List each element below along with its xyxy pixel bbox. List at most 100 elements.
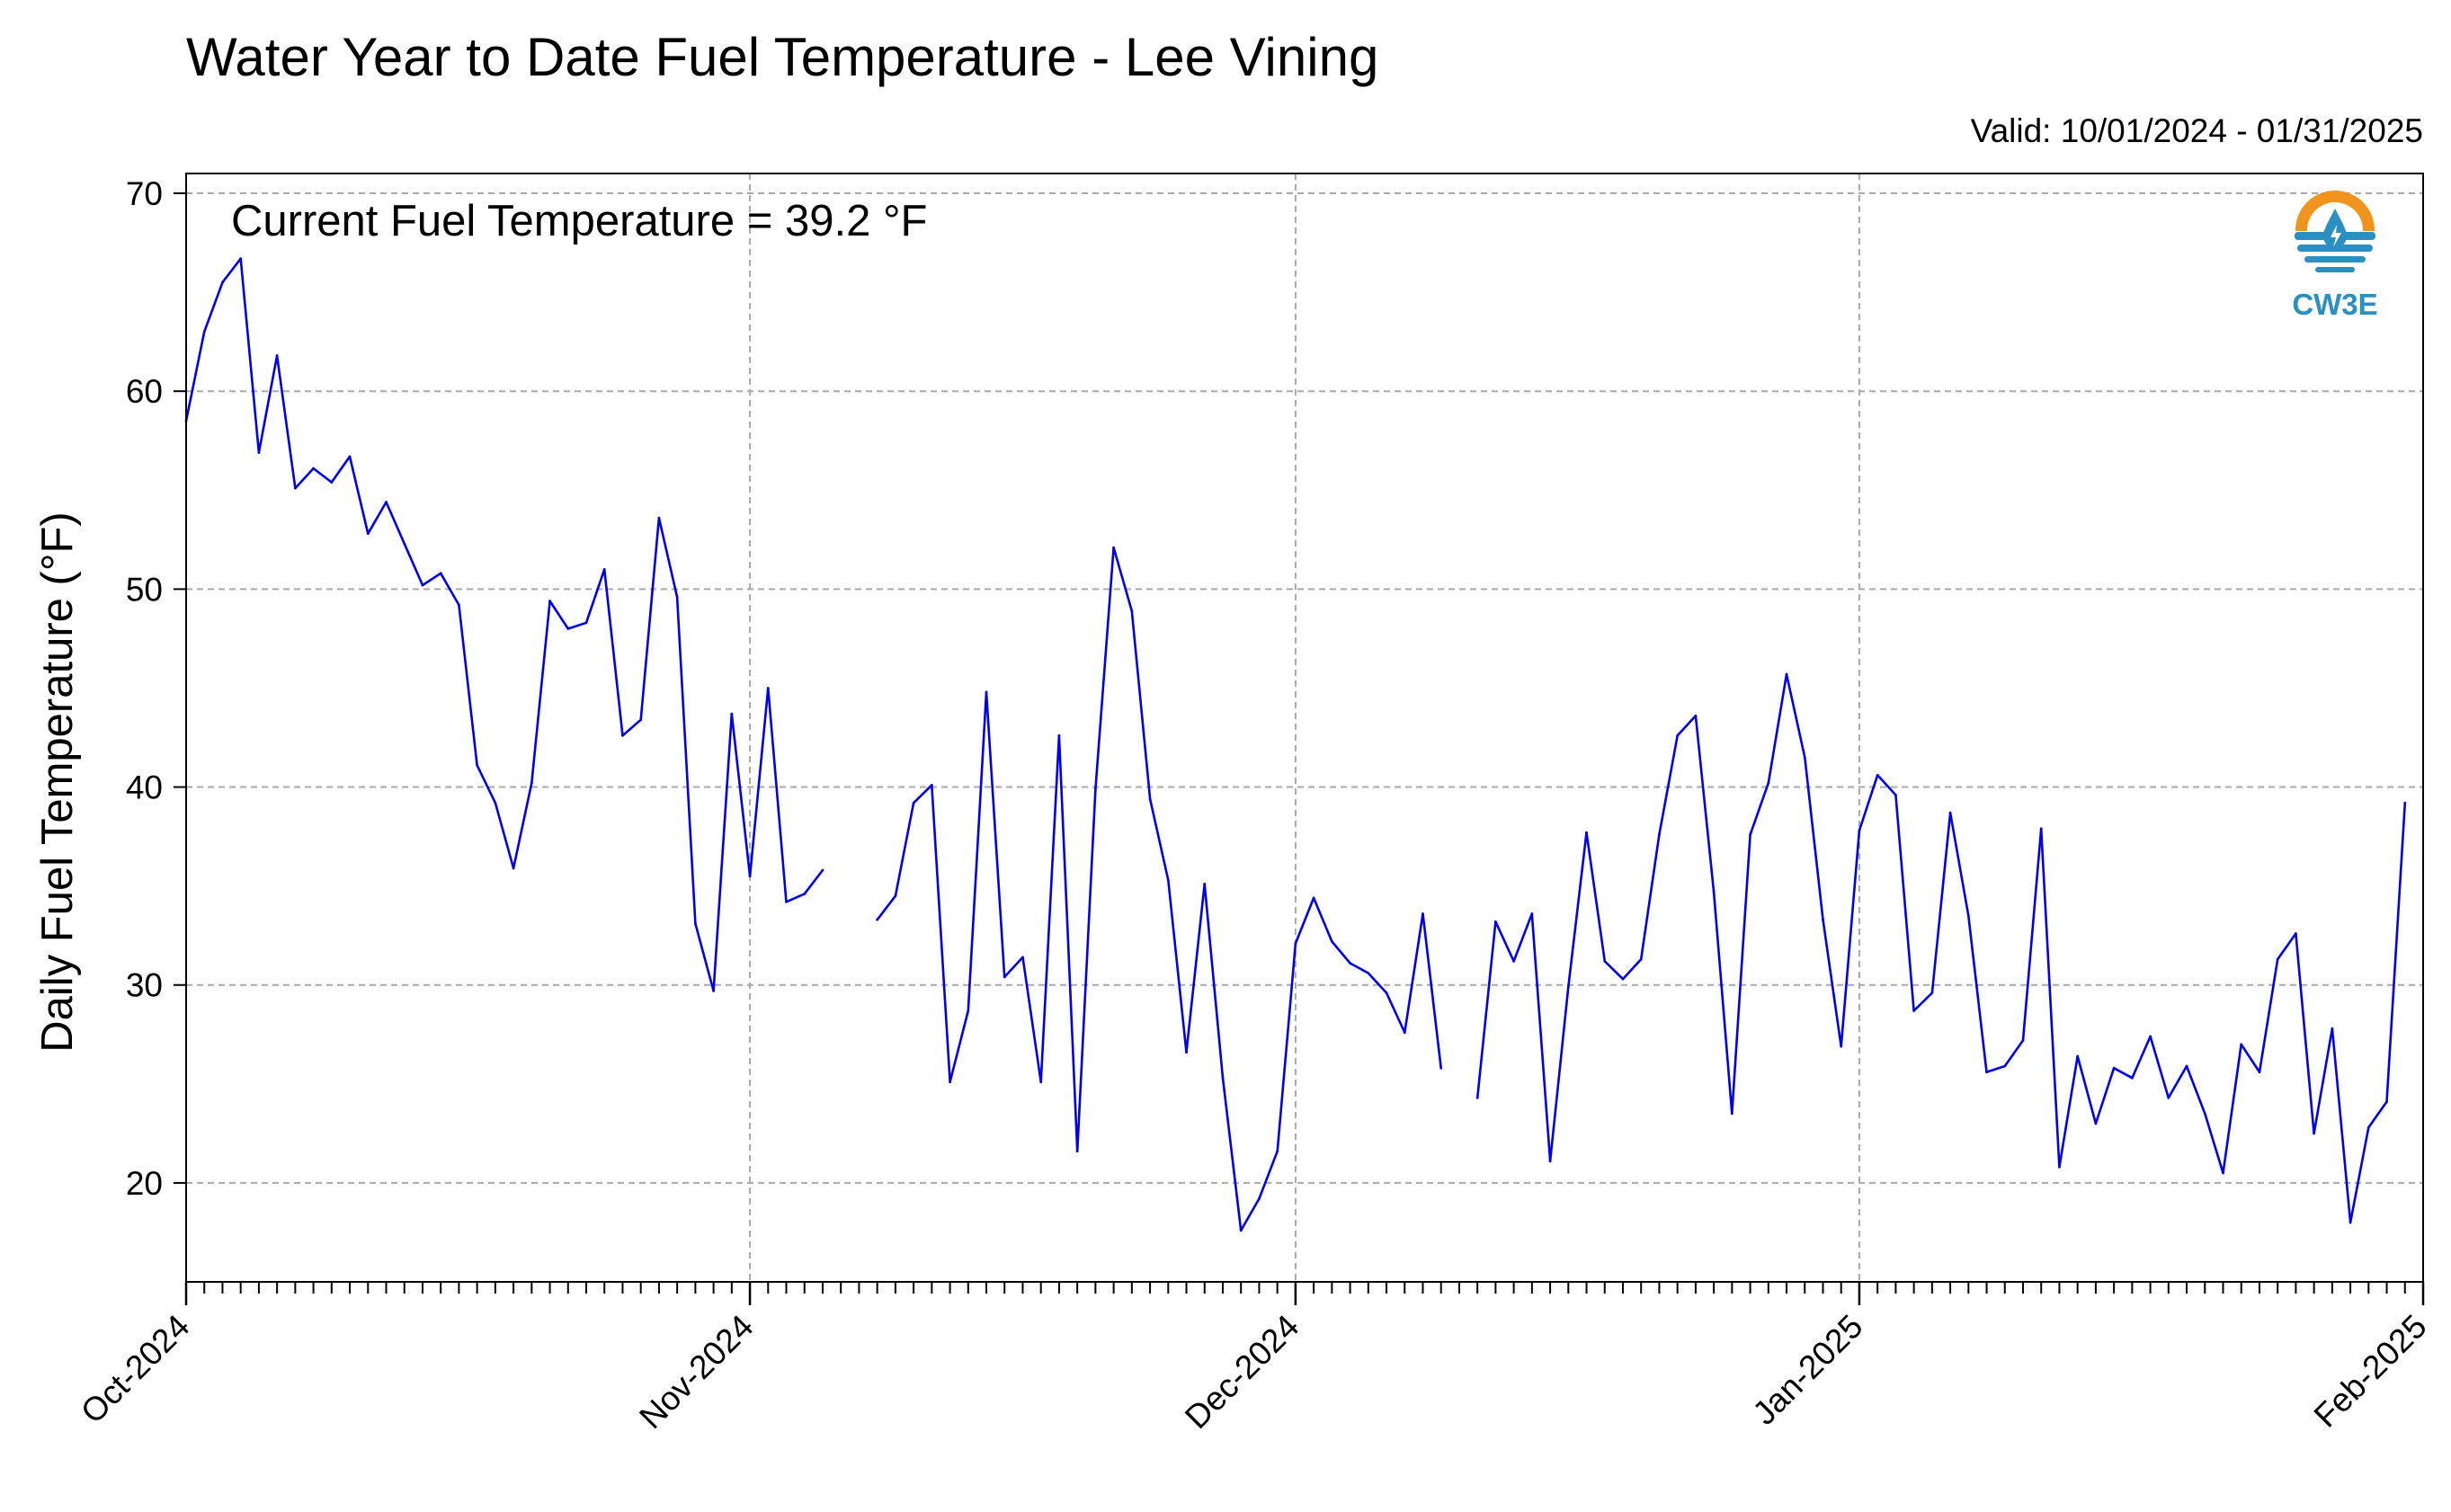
data-point [1039,1081,1043,1084]
data-point [1603,959,1607,963]
data-point [639,718,643,722]
data-point [458,603,460,607]
data-point [1840,1045,1843,1048]
data-point [1221,1076,1225,1080]
data-point [803,893,807,895]
x-tick-label: Jan-2025 [1746,1308,1870,1432]
data-point [1803,756,1806,759]
series-layer [184,257,2407,1232]
data-point [2313,1132,2316,1135]
x-tick-label: Dec-2024 [1178,1308,1306,1436]
data-point [1276,1150,1279,1153]
plot-frame [185,173,2424,1283]
data-point [530,781,533,785]
data-point [821,868,824,872]
data-point [2185,1064,2188,1068]
data-point [748,875,752,878]
y-tick-label: 30 [126,967,163,1004]
data-point [657,516,661,520]
data-point [1858,829,1861,832]
data-point [1712,890,1716,894]
data-point [1912,1009,1916,1012]
data-point [494,801,497,805]
grid-lines [186,173,2423,1282]
y-tick-label: 20 [126,1165,163,1202]
data-point [1639,957,1643,961]
data-point [712,989,716,992]
data-point [512,867,515,870]
data-point [476,763,479,767]
data-point [1475,1096,1479,1099]
data-point [275,354,279,357]
data-point [1966,914,1970,918]
data-point [985,690,988,694]
data-point [1312,896,1315,900]
data-point [1948,811,1952,814]
data-point [1367,972,1370,974]
data-point [2222,1171,2224,1175]
data-point [2021,1038,2025,1042]
data-point [1330,939,1333,943]
data-point [1585,831,1588,834]
data-point [2258,1071,2261,1074]
data-point [1566,985,1570,989]
data-point [967,1009,970,1012]
data-point [1166,878,1170,882]
data-point [1021,956,1024,959]
data-point [348,455,352,458]
x-tick-label: Oct-2024 [74,1308,197,1431]
data-point [2276,957,2279,961]
data-point [1785,672,1788,676]
data-point [2003,1064,2007,1068]
data-point [1930,992,1934,994]
data-point [1822,918,1824,921]
data-point [202,330,206,334]
data-point [1676,734,1680,737]
data-point [912,801,915,805]
data-point [1548,1160,1552,1163]
x-tick-label: Feb-2025 [2307,1308,2434,1435]
data-point [1203,883,1207,885]
data-point [2203,1112,2206,1116]
data-point [2349,1221,2352,1224]
data-point [239,257,243,261]
axis-ticks: 20 30 40 50 60 70 Oct-2024 Nov-2024 Dec-2024 Jan-… [74,175,2434,1436]
data-point [1294,942,1297,945]
data-point [1403,1031,1406,1034]
data-point [2039,827,2043,831]
data-point [1767,781,1770,785]
y-tick-label: 40 [126,769,163,806]
data-point [1493,920,1497,923]
cw3e-logo-text: CW3E [2292,288,2377,321]
data-point [1057,734,1061,737]
data-point [1385,992,1388,994]
data-point [566,627,570,630]
data-point [1185,1051,1188,1054]
data-point [403,542,406,546]
data-point [330,481,334,484]
data-point [785,900,788,903]
data-point [602,567,606,571]
y-axis-label: Daily Fuel Temperature (°F) [33,511,82,1052]
data-point [1894,793,1897,796]
data-point [2167,1096,2170,1099]
data-point [312,467,315,470]
data-point [1530,912,1534,915]
data-point [2130,1076,2134,1080]
data-point [1730,1112,1734,1116]
data-point [2403,801,2407,805]
data-point [2295,932,2297,935]
chart-title: Water Year to Date Fuel Temperature - Le… [186,27,1378,87]
data-point [1239,1229,1243,1232]
data-point [894,894,897,898]
data-point [1422,912,1424,915]
data-point [1075,1150,1079,1153]
data-point [2076,1054,2080,1058]
data-point [2149,1035,2152,1038]
data-point [766,687,770,689]
valid-range: Valid: 10/01/2024 - 01/31/2025 [1971,112,2423,149]
data-point [2058,1165,2061,1169]
data-point [1130,609,1134,612]
